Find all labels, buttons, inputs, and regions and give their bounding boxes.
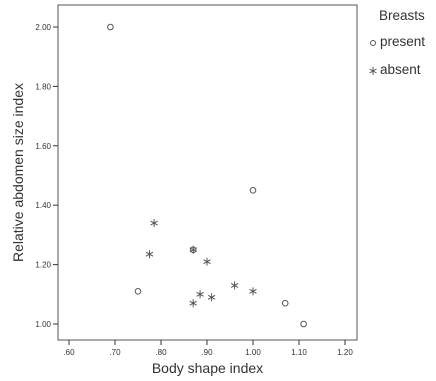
data-point-absent xyxy=(189,299,197,308)
legend-item-present: present xyxy=(365,34,436,62)
legend-label-absent: absent xyxy=(380,62,421,77)
data-point-absent xyxy=(203,257,211,266)
plot-frame xyxy=(57,4,358,341)
legend-star-marker-icon xyxy=(369,67,377,75)
x-tick-label: .60 xyxy=(63,348,75,357)
x-tick-label: 1.00 xyxy=(245,348,261,357)
y-tick-label: 2.00 xyxy=(35,23,51,32)
y-tick-label: 1.40 xyxy=(35,201,51,210)
x-axis-label: Body shape index xyxy=(152,360,263,376)
data-point-present xyxy=(249,187,257,194)
x-tick-label: .70 xyxy=(109,348,121,357)
legend-title: Breasts xyxy=(379,8,425,23)
x-tick-label: .80 xyxy=(155,348,167,357)
data-point-absent xyxy=(145,250,154,259)
legend: Breasts present absent xyxy=(365,8,436,90)
y-tick-label: 1.80 xyxy=(35,82,51,91)
data-point-present xyxy=(281,299,289,307)
data-point-present xyxy=(134,288,142,295)
legend-circle-marker-icon xyxy=(370,40,376,46)
x-tick-label: 1.10 xyxy=(291,348,307,357)
y-tick-label: 1.60 xyxy=(35,142,51,151)
data-point-absent xyxy=(249,287,257,296)
data-point-absent xyxy=(150,219,158,228)
y-tick-label: 1.20 xyxy=(35,261,51,270)
legend-item-absent: absent xyxy=(365,62,436,90)
data-point-present xyxy=(300,320,307,328)
x-tick-label: 1.20 xyxy=(337,348,353,357)
data-point-absent xyxy=(196,290,204,299)
data-point-absent xyxy=(207,293,216,302)
y-axis-label: Relative abdomen size index xyxy=(10,83,26,262)
data-point-absent xyxy=(230,281,239,290)
legend-label-present: present xyxy=(380,34,426,49)
data-point-present xyxy=(107,23,114,31)
x-tick-label: .90 xyxy=(201,348,213,357)
y-tick-label: 1.00 xyxy=(35,320,51,329)
data-point-absent xyxy=(189,245,197,254)
